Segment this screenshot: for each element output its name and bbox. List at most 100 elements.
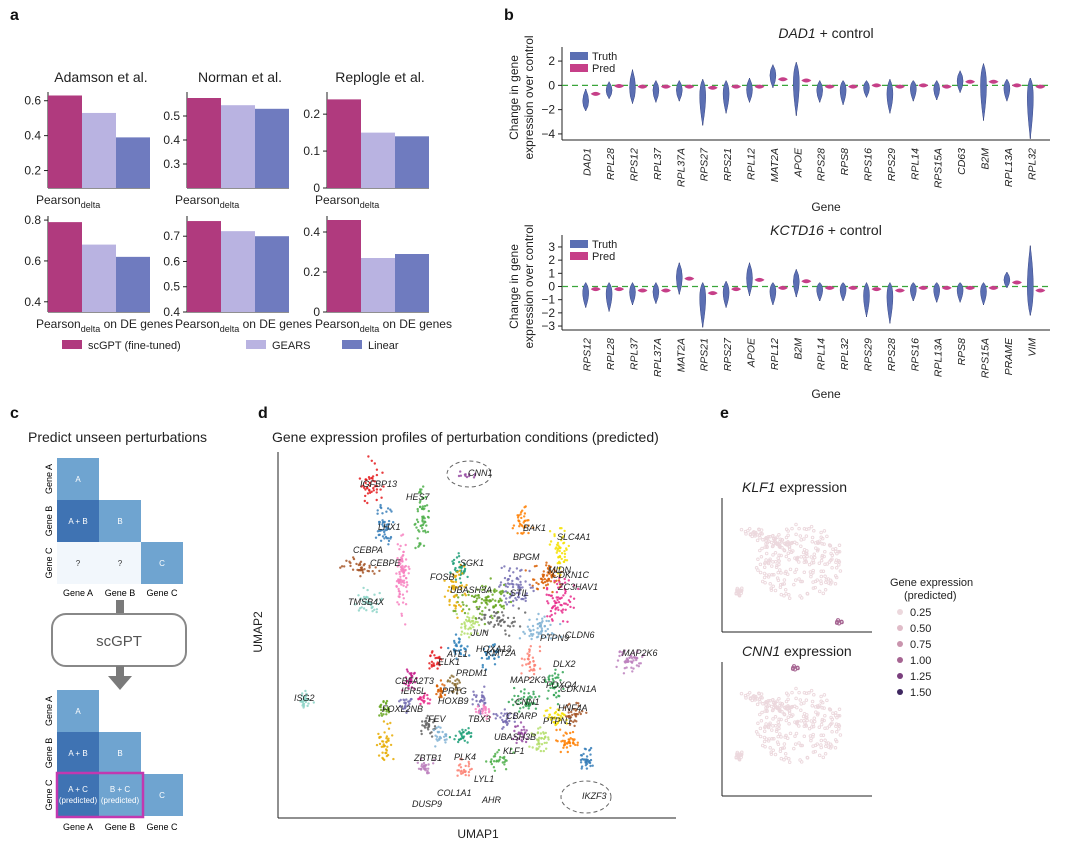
umap-point bbox=[562, 560, 566, 564]
umap-point bbox=[453, 738, 456, 741]
expression-point bbox=[804, 691, 809, 696]
umap-point bbox=[503, 712, 507, 715]
expression-point bbox=[837, 714, 842, 718]
expression-legend-value: 0.25 bbox=[910, 607, 931, 619]
col-label-gene-a-bottom: Gene A bbox=[63, 822, 93, 832]
umap-point bbox=[476, 632, 479, 635]
expression-point bbox=[748, 697, 753, 701]
umap-point bbox=[499, 590, 502, 593]
cell-ab-label: A + B bbox=[68, 517, 87, 526]
umap-point bbox=[535, 631, 539, 634]
umap-point bbox=[524, 525, 527, 528]
umap-point bbox=[642, 653, 645, 656]
expression-point bbox=[810, 535, 815, 540]
umap-point bbox=[461, 572, 464, 575]
y-tick-label: 0.4 bbox=[24, 129, 41, 143]
umap-point bbox=[377, 732, 380, 736]
umap-point bbox=[361, 571, 365, 574]
umap-point bbox=[458, 640, 461, 643]
umap-point bbox=[495, 619, 499, 622]
umap-point bbox=[373, 593, 376, 596]
umap-point bbox=[439, 736, 443, 740]
umap-point bbox=[418, 505, 422, 509]
gene-tick-label: VIM bbox=[1026, 338, 1038, 357]
umap-point bbox=[357, 594, 360, 597]
umap-point bbox=[632, 651, 635, 654]
expression-point bbox=[735, 589, 739, 594]
y-tick-label: 0.4 bbox=[163, 133, 180, 147]
umap-point bbox=[553, 568, 556, 571]
umap-point bbox=[519, 580, 522, 584]
gene-tick-label: APOE bbox=[746, 337, 758, 368]
expression-point bbox=[785, 736, 790, 740]
umap-point bbox=[375, 608, 379, 611]
umap-point bbox=[467, 765, 470, 768]
umap-point bbox=[382, 743, 385, 746]
expression-point bbox=[834, 722, 839, 726]
umap-point bbox=[531, 586, 534, 589]
umap-point bbox=[382, 700, 385, 704]
gene-tick-label: RPL37A bbox=[675, 148, 687, 187]
umap-point bbox=[529, 629, 532, 632]
umap-point bbox=[496, 751, 499, 754]
umap-point bbox=[471, 703, 474, 706]
umap-point bbox=[459, 605, 462, 608]
umap-point bbox=[373, 608, 376, 611]
umap-point bbox=[520, 657, 524, 660]
umap-point bbox=[421, 505, 425, 508]
umap-point bbox=[428, 719, 431, 723]
umap-point bbox=[351, 568, 355, 571]
umap-point bbox=[519, 586, 522, 589]
umap-point bbox=[523, 728, 526, 731]
expression-point bbox=[759, 719, 764, 723]
umap-point bbox=[457, 573, 461, 576]
umap-point bbox=[524, 569, 527, 572]
umap-point bbox=[381, 756, 384, 760]
cnn1-title-gene: CNN1 bbox=[742, 643, 780, 659]
umap-point bbox=[495, 589, 498, 592]
violin-truth bbox=[629, 68, 636, 105]
umap-point bbox=[510, 622, 513, 625]
umap-point bbox=[570, 710, 573, 714]
umap-point bbox=[477, 607, 480, 611]
umap-point bbox=[379, 529, 382, 532]
umap-point bbox=[516, 702, 519, 706]
umap-point bbox=[378, 714, 381, 717]
umap-point bbox=[573, 712, 576, 716]
umap-point bbox=[361, 568, 364, 571]
umap-point bbox=[405, 679, 409, 683]
umap-point bbox=[508, 625, 512, 628]
umap-point bbox=[527, 524, 530, 527]
expression-point bbox=[778, 732, 782, 736]
umap-point bbox=[539, 749, 543, 753]
umap-point bbox=[577, 704, 580, 708]
umap-point bbox=[432, 662, 435, 665]
umap-point bbox=[378, 735, 381, 739]
x-axis-label: Pearsondelta on DE genes bbox=[36, 317, 173, 334]
umap-point bbox=[385, 735, 389, 738]
col-label-gene-c-bottom: Gene C bbox=[146, 822, 178, 832]
cell-ac-predicted-label: A + C bbox=[68, 785, 88, 794]
umap-point bbox=[522, 725, 525, 729]
umap-point bbox=[497, 622, 500, 626]
expression-point bbox=[773, 551, 778, 555]
umap-point bbox=[526, 657, 530, 661]
umap-point bbox=[453, 588, 456, 591]
expression-point bbox=[776, 734, 780, 739]
gene-tick-label: RPS27 bbox=[699, 147, 711, 181]
umap-point bbox=[366, 588, 369, 592]
expression-point bbox=[812, 719, 817, 724]
umap-point bbox=[387, 727, 391, 730]
umap-point bbox=[455, 612, 458, 616]
umap-point bbox=[553, 534, 556, 538]
cell-b bbox=[99, 500, 141, 542]
expression-point bbox=[780, 582, 785, 587]
umap-point bbox=[458, 738, 461, 741]
umap-point bbox=[544, 629, 547, 633]
umap-point bbox=[545, 574, 549, 577]
umap-point bbox=[564, 592, 567, 595]
umap-point bbox=[432, 728, 436, 732]
umap-point bbox=[483, 599, 486, 602]
umap-point bbox=[547, 738, 550, 741]
